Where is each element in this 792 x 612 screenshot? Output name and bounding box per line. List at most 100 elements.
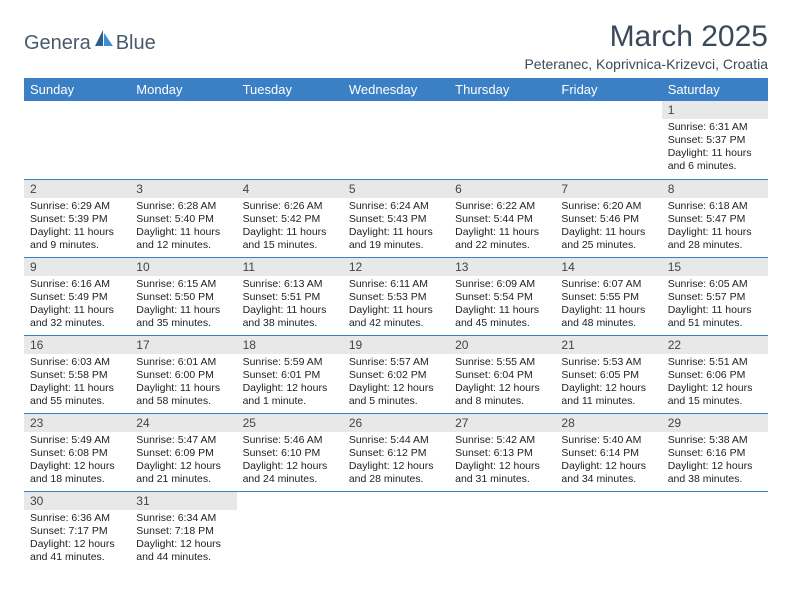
weekday-header-row: SundayMondayTuesdayWednesdayThursdayFrid…	[24, 78, 768, 101]
sunset-line: Sunset: 6:06 PM	[668, 369, 746, 381]
sunrise-line: Sunrise: 6:18 AM	[668, 200, 748, 212]
sunset-line: Sunset: 6:10 PM	[243, 447, 321, 459]
daylight-line: Daylight: 12 hours and 15 minutes.	[668, 382, 753, 407]
daylight-line: Daylight: 12 hours and 1 minute.	[243, 382, 328, 407]
sunset-line: Sunset: 5:46 PM	[561, 213, 639, 225]
sunset-line: Sunset: 5:40 PM	[136, 213, 214, 225]
calendar-cell: 23Sunrise: 5:49 AMSunset: 6:08 PMDayligh…	[24, 413, 130, 491]
calendar-cell: 30Sunrise: 6:36 AMSunset: 7:17 PMDayligh…	[24, 491, 130, 569]
day-body: Sunrise: 6:24 AMSunset: 5:43 PMDaylight:…	[343, 198, 449, 257]
day-body: Sunrise: 6:28 AMSunset: 5:40 PMDaylight:…	[130, 198, 236, 257]
sunrise-line: Sunrise: 6:01 AM	[136, 356, 216, 368]
sunrise-line: Sunrise: 5:53 AM	[561, 356, 641, 368]
day-number: 13	[449, 258, 555, 276]
sunset-line: Sunset: 6:12 PM	[349, 447, 427, 459]
logo-sail-icon	[93, 28, 115, 54]
calendar-cell: 29Sunrise: 5:38 AMSunset: 6:16 PMDayligh…	[662, 413, 768, 491]
sunset-line: Sunset: 6:16 PM	[668, 447, 746, 459]
day-body: Sunrise: 6:07 AMSunset: 5:55 PMDaylight:…	[555, 276, 661, 335]
sunset-line: Sunset: 6:02 PM	[349, 369, 427, 381]
calendar-table: SundayMondayTuesdayWednesdayThursdayFrid…	[24, 78, 768, 569]
sunrise-line: Sunrise: 5:47 AM	[136, 434, 216, 446]
sunrise-line: Sunrise: 6:31 AM	[668, 121, 748, 133]
day-body: Sunrise: 6:01 AMSunset: 6:00 PMDaylight:…	[130, 354, 236, 413]
day-number: 7	[555, 180, 661, 198]
day-number: 30	[24, 492, 130, 510]
day-number: 15	[662, 258, 768, 276]
sunset-line: Sunset: 7:18 PM	[136, 525, 214, 537]
day-number: 29	[662, 414, 768, 432]
sunset-line: Sunset: 6:14 PM	[561, 447, 639, 459]
day-body: Sunrise: 6:09 AMSunset: 5:54 PMDaylight:…	[449, 276, 555, 335]
calendar-cell: 18Sunrise: 5:59 AMSunset: 6:01 PMDayligh…	[237, 335, 343, 413]
calendar-row: 2Sunrise: 6:29 AMSunset: 5:39 PMDaylight…	[24, 179, 768, 257]
daylight-line: Daylight: 11 hours and 45 minutes.	[455, 304, 539, 329]
page-title: March 2025	[524, 20, 768, 54]
day-number: 18	[237, 336, 343, 354]
day-body: Sunrise: 5:49 AMSunset: 6:08 PMDaylight:…	[24, 432, 130, 491]
sunset-line: Sunset: 5:57 PM	[668, 291, 746, 303]
daylight-line: Daylight: 11 hours and 51 minutes.	[668, 304, 752, 329]
calendar-cell	[449, 101, 555, 179]
sunrise-line: Sunrise: 5:38 AM	[668, 434, 748, 446]
logo-text-b: Blue	[116, 32, 156, 55]
sunset-line: Sunset: 5:39 PM	[30, 213, 108, 225]
sunrise-line: Sunrise: 6:26 AM	[243, 200, 323, 212]
calendar-cell: 7Sunrise: 6:20 AMSunset: 5:46 PMDaylight…	[555, 179, 661, 257]
day-number: 28	[555, 414, 661, 432]
day-body: Sunrise: 6:03 AMSunset: 5:58 PMDaylight:…	[24, 354, 130, 413]
daylight-line: Daylight: 11 hours and 58 minutes.	[136, 382, 220, 407]
calendar-cell	[662, 491, 768, 569]
sunrise-line: Sunrise: 5:46 AM	[243, 434, 323, 446]
sunset-line: Sunset: 5:44 PM	[455, 213, 533, 225]
sunrise-line: Sunrise: 5:42 AM	[455, 434, 535, 446]
daylight-line: Daylight: 11 hours and 42 minutes.	[349, 304, 433, 329]
sunrise-line: Sunrise: 5:55 AM	[455, 356, 535, 368]
sunrise-line: Sunrise: 6:11 AM	[349, 278, 428, 290]
sunrise-line: Sunrise: 6:20 AM	[561, 200, 641, 212]
day-body: Sunrise: 5:38 AMSunset: 6:16 PMDaylight:…	[662, 432, 768, 491]
location: Peteranec, Koprivnica-Krizevci, Croatia	[524, 56, 768, 72]
title-block: March 2025 Peteranec, Koprivnica-Krizevc…	[524, 20, 768, 72]
day-number: 10	[130, 258, 236, 276]
sunrise-line: Sunrise: 6:13 AM	[243, 278, 323, 290]
logo-text-a: Genera	[24, 32, 91, 55]
calendar-cell: 21Sunrise: 5:53 AMSunset: 6:05 PMDayligh…	[555, 335, 661, 413]
day-number: 6	[449, 180, 555, 198]
sunrise-line: Sunrise: 5:40 AM	[561, 434, 641, 446]
sunrise-line: Sunrise: 6:09 AM	[455, 278, 535, 290]
daylight-line: Daylight: 12 hours and 5 minutes.	[349, 382, 434, 407]
sunset-line: Sunset: 5:58 PM	[30, 369, 108, 381]
calendar-cell: 27Sunrise: 5:42 AMSunset: 6:13 PMDayligh…	[449, 413, 555, 491]
day-body: Sunrise: 6:26 AMSunset: 5:42 PMDaylight:…	[237, 198, 343, 257]
calendar-row: 16Sunrise: 6:03 AMSunset: 5:58 PMDayligh…	[24, 335, 768, 413]
day-body: Sunrise: 6:36 AMSunset: 7:17 PMDaylight:…	[24, 510, 130, 569]
sunset-line: Sunset: 6:13 PM	[455, 447, 533, 459]
sunrise-line: Sunrise: 6:15 AM	[136, 278, 216, 290]
day-body: Sunrise: 5:57 AMSunset: 6:02 PMDaylight:…	[343, 354, 449, 413]
day-number: 1	[662, 101, 768, 119]
weekday-header: Tuesday	[237, 78, 343, 101]
day-body: Sunrise: 6:18 AMSunset: 5:47 PMDaylight:…	[662, 198, 768, 257]
header: Genera Blue March 2025 Peteranec, Kopriv…	[24, 20, 768, 72]
day-body: Sunrise: 5:40 AMSunset: 6:14 PMDaylight:…	[555, 432, 661, 491]
day-number: 3	[130, 180, 236, 198]
sunrise-line: Sunrise: 6:36 AM	[30, 512, 110, 524]
sunrise-line: Sunrise: 5:57 AM	[349, 356, 429, 368]
sunrise-line: Sunrise: 6:05 AM	[668, 278, 748, 290]
day-number: 5	[343, 180, 449, 198]
sunrise-line: Sunrise: 6:03 AM	[30, 356, 110, 368]
daylight-line: Daylight: 12 hours and 41 minutes.	[30, 538, 115, 563]
daylight-line: Daylight: 11 hours and 38 minutes.	[243, 304, 327, 329]
day-number: 23	[24, 414, 130, 432]
calendar-row: 23Sunrise: 5:49 AMSunset: 6:08 PMDayligh…	[24, 413, 768, 491]
calendar-cell	[449, 491, 555, 569]
calendar-cell: 2Sunrise: 6:29 AMSunset: 5:39 PMDaylight…	[24, 179, 130, 257]
sunset-line: Sunset: 5:49 PM	[30, 291, 108, 303]
day-number: 14	[555, 258, 661, 276]
day-body: Sunrise: 5:51 AMSunset: 6:06 PMDaylight:…	[662, 354, 768, 413]
sunrise-line: Sunrise: 6:16 AM	[30, 278, 110, 290]
weekday-header: Monday	[130, 78, 236, 101]
day-body: Sunrise: 6:31 AMSunset: 5:37 PMDaylight:…	[662, 119, 768, 178]
daylight-line: Daylight: 11 hours and 6 minutes.	[668, 147, 752, 172]
